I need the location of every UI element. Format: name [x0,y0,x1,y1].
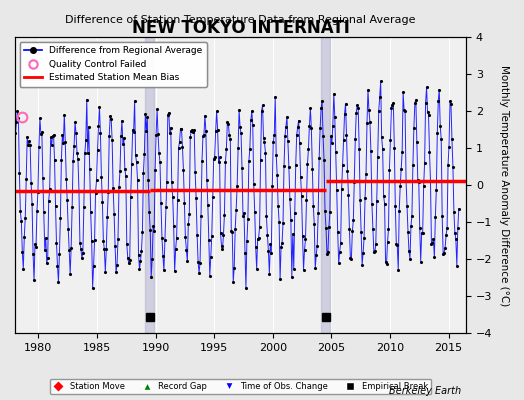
Bar [321,37,330,333]
Legend: Difference from Regional Average, Quality Control Failed, Estimated Station Mean: Difference from Regional Average, Qualit… [19,42,207,87]
Bar [145,37,155,333]
Y-axis label: Monthly Temperature Anomaly Difference (°C): Monthly Temperature Anomaly Difference (… [499,65,509,306]
Text: Berkeley Earth: Berkeley Earth [389,386,461,396]
Text: Difference of Station Temperature Data from Regional Average: Difference of Station Temperature Data f… [66,16,416,26]
Title: NEW TOKYO INTERNATI: NEW TOKYO INTERNATI [132,19,350,37]
